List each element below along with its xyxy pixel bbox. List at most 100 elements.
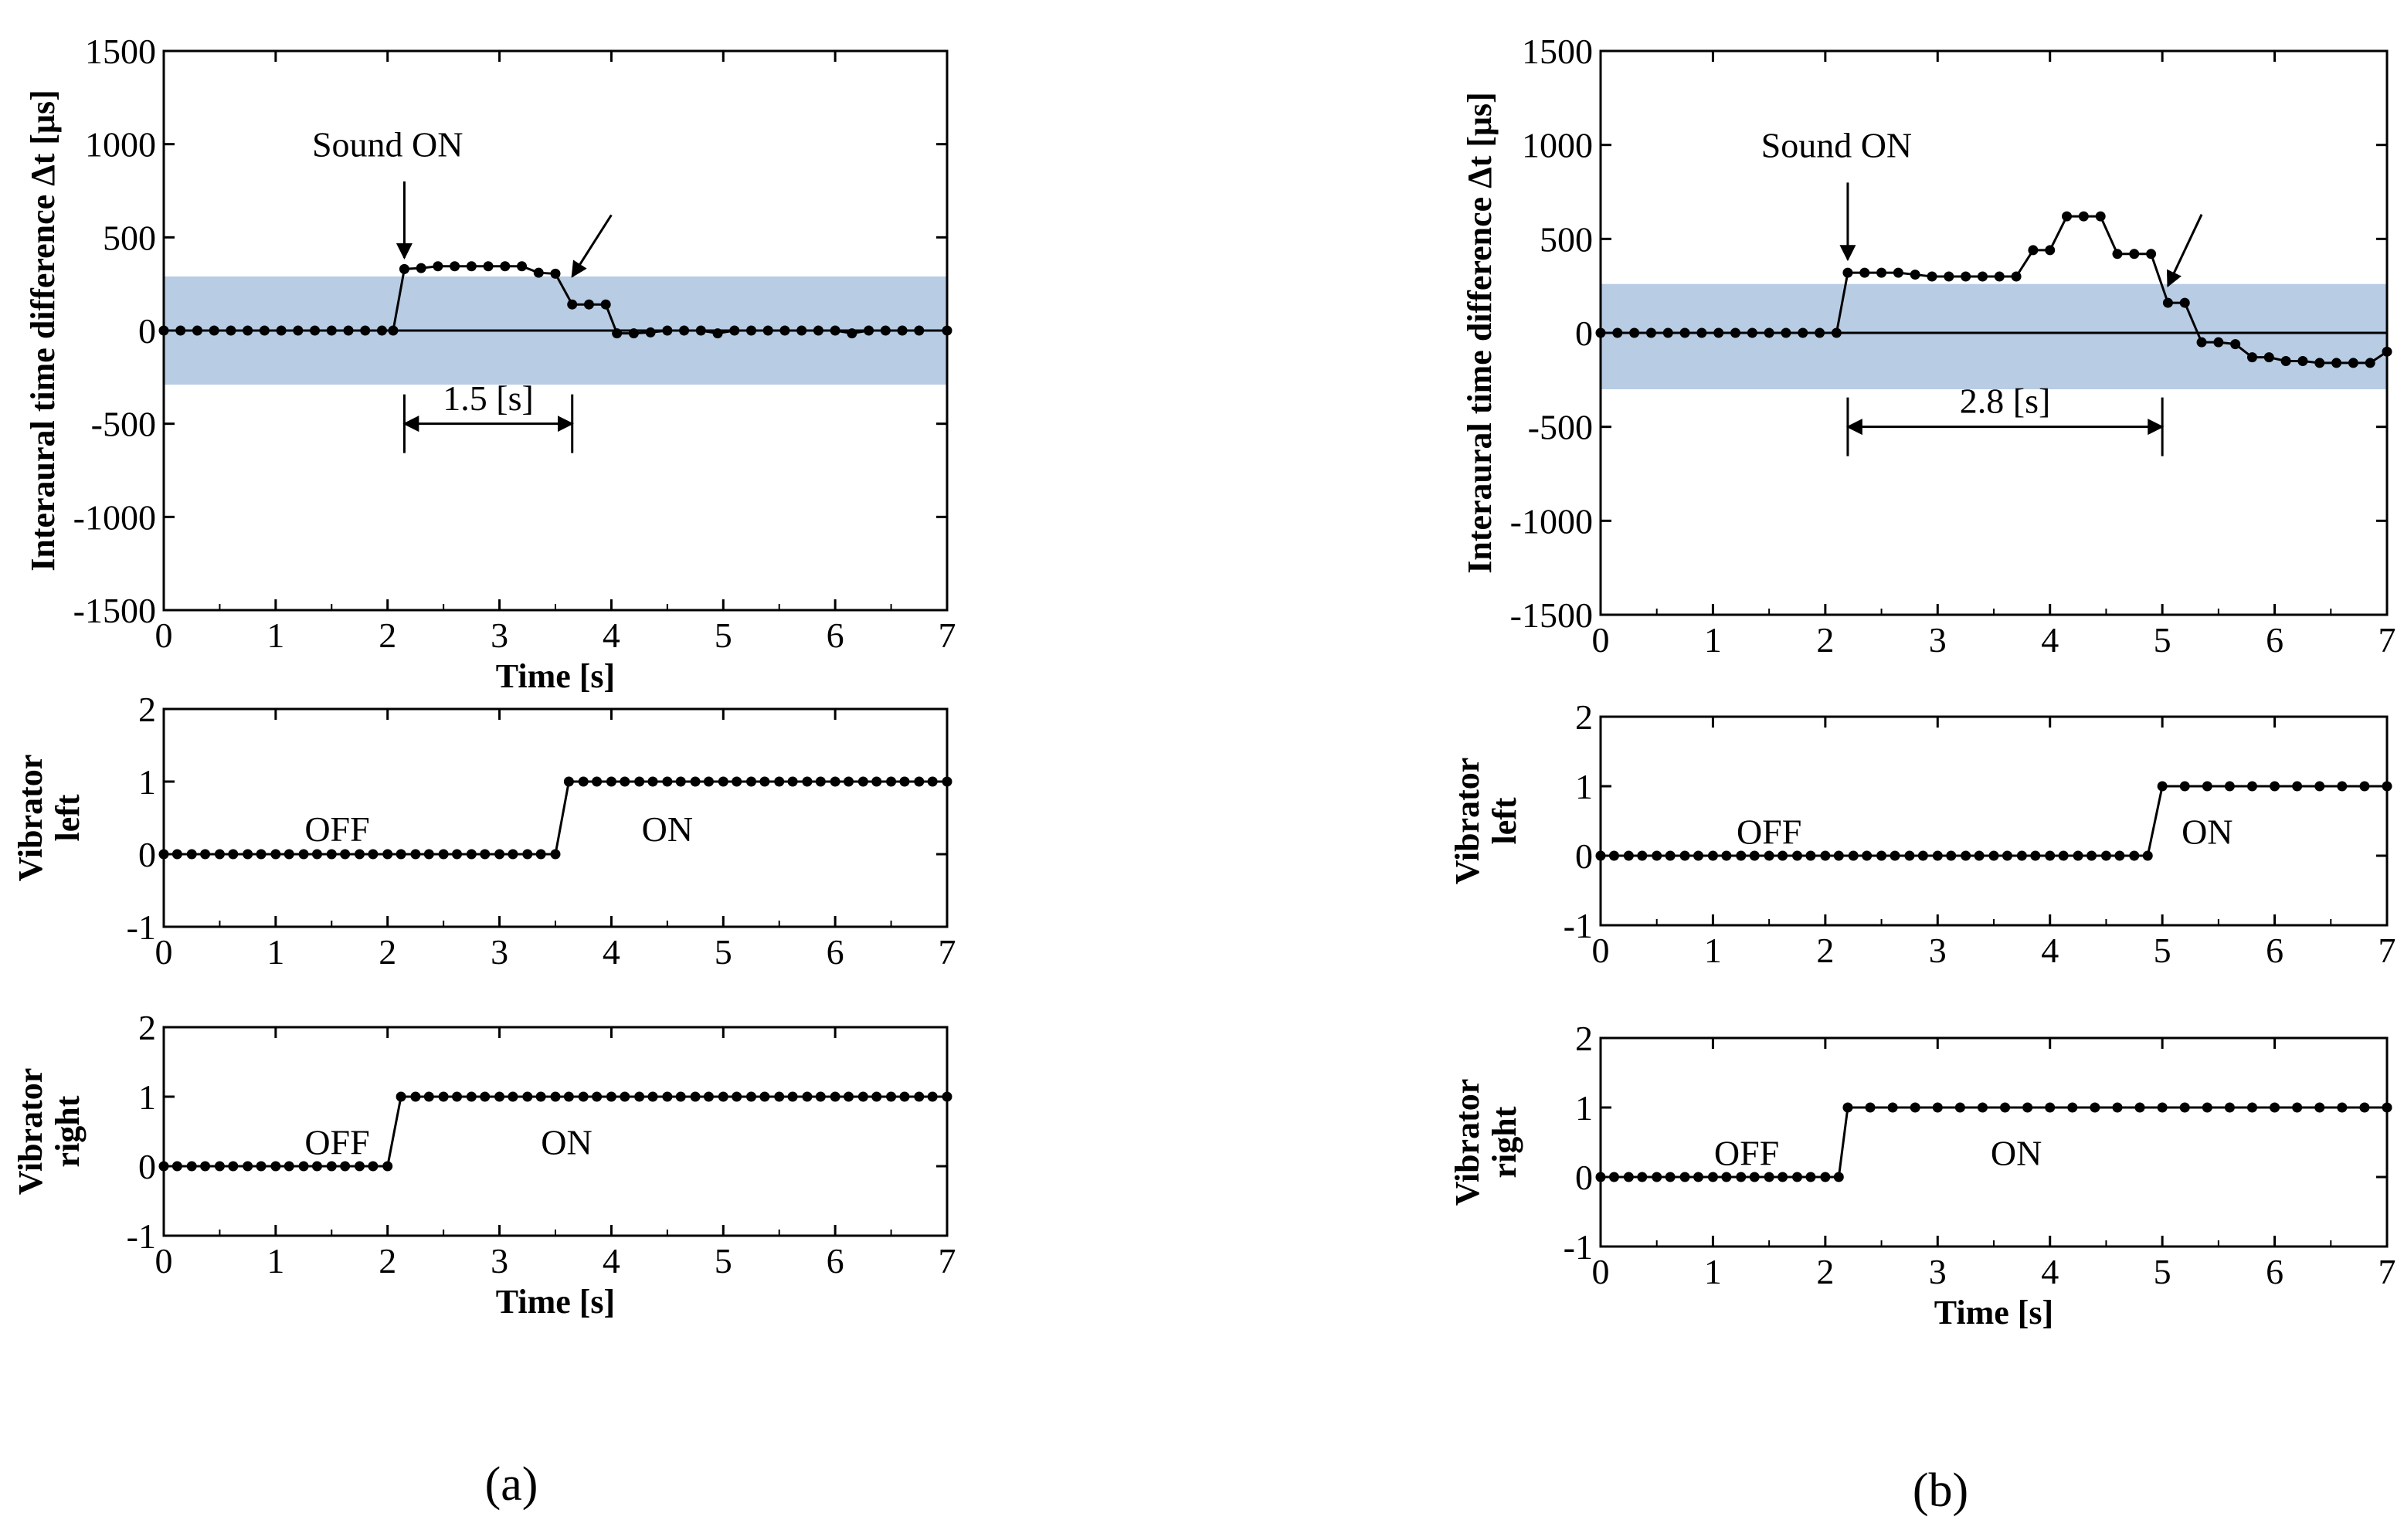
data-point-a-vibrator-right bbox=[535, 1091, 546, 1102]
data-point-b-interaural bbox=[2129, 249, 2140, 259]
data-point-a-vibrator-left bbox=[802, 776, 813, 787]
data-point-b-interaural bbox=[2011, 271, 2022, 282]
x-tick-label-b-interaural: 7 bbox=[2379, 620, 2396, 660]
data-point-a-interaural bbox=[628, 328, 639, 339]
y-tick-label-b-vibrator-left: 2 bbox=[1575, 697, 1593, 737]
data-point-b-vibrator-left bbox=[2314, 781, 2325, 792]
data-point-b-vibrator-left bbox=[1961, 850, 1971, 861]
y-axis-title-a-vibrator-right: Vibratorright bbox=[12, 1068, 87, 1196]
data-point-a-interaural bbox=[897, 325, 908, 336]
data-point-a-vibrator-right bbox=[270, 1161, 281, 1172]
y-tick-label-a-interaural: -500 bbox=[91, 405, 156, 444]
data-point-a-vibrator-right bbox=[423, 1091, 434, 1102]
data-point-b-vibrator-left bbox=[1595, 850, 1606, 861]
x-tick-label-b-vibrator-right: 7 bbox=[2379, 1252, 2396, 1291]
x-tick-label-a-vibrator-left: 7 bbox=[939, 932, 956, 972]
x-tick-label-a-vibrator-right: 4 bbox=[603, 1241, 620, 1281]
data-point-a-vibrator-left bbox=[256, 849, 267, 860]
data-point-b-interaural bbox=[1910, 270, 1920, 280]
data-point-a-interaural bbox=[847, 328, 857, 339]
data-point-a-vibrator-right bbox=[620, 1091, 630, 1102]
data-point-a-vibrator-right bbox=[886, 1091, 897, 1102]
data-point-b-vibrator-left bbox=[1764, 850, 1774, 861]
data-point-a-vibrator-left bbox=[200, 849, 211, 860]
data-point-b-vibrator-right bbox=[2112, 1102, 2123, 1113]
data-point-a-vibrator-left bbox=[578, 776, 589, 787]
data-point-b-vibrator-right bbox=[1652, 1172, 1662, 1182]
data-point-b-interaural bbox=[1977, 271, 1988, 282]
data-point-a-interaural bbox=[343, 325, 354, 336]
y-tick-label-b-interaural: 1000 bbox=[1522, 126, 1593, 165]
data-point-b-vibrator-left bbox=[1652, 850, 1662, 861]
data-point-b-interaural bbox=[2382, 346, 2392, 357]
data-point-a-vibrator-left bbox=[634, 776, 645, 787]
data-point-a-vibrator-right bbox=[634, 1091, 645, 1102]
data-point-a-vibrator-left bbox=[466, 849, 477, 860]
data-point-b-interaural bbox=[2062, 211, 2073, 222]
data-point-a-interaural bbox=[712, 328, 723, 339]
data-point-b-vibrator-left bbox=[1707, 850, 1718, 861]
data-point-a-vibrator-left bbox=[438, 849, 449, 860]
x-tick-label-b-vibrator-right: 0 bbox=[1592, 1252, 1610, 1291]
data-point-b-vibrator-left bbox=[1848, 850, 1859, 861]
data-point-a-vibrator-left bbox=[452, 849, 463, 860]
x-tick-label-b-interaural: 5 bbox=[2154, 620, 2171, 660]
x-tick-label-a-interaural: 1 bbox=[267, 616, 284, 655]
data-point-a-vibrator-right bbox=[774, 1091, 785, 1102]
x-tick-label-a-interaural: 6 bbox=[827, 616, 844, 655]
annotation-b-vibrator-left: OFF bbox=[1737, 812, 1801, 852]
data-point-a-interaural bbox=[583, 299, 594, 310]
data-point-b-vibrator-right bbox=[2202, 1102, 2212, 1113]
data-point-a-vibrator-right bbox=[171, 1161, 182, 1172]
data-point-a-interaural bbox=[645, 327, 656, 338]
y-tick-label-a-interaural: 500 bbox=[103, 218, 156, 257]
data-point-b-vibrator-right bbox=[2292, 1102, 2303, 1113]
data-point-a-vibrator-right bbox=[550, 1091, 561, 1102]
data-point-a-interaural bbox=[376, 325, 387, 336]
data-point-a-vibrator-left bbox=[606, 776, 616, 787]
panel-label-a: (a) bbox=[485, 1458, 538, 1511]
data-point-b-vibrator-right bbox=[2382, 1102, 2392, 1113]
x-tick-label-a-vibrator-left: 6 bbox=[827, 932, 844, 972]
annotation-b-vibrator-right: OFF bbox=[1714, 1134, 1779, 1173]
data-point-b-vibrator-left bbox=[1974, 850, 1985, 861]
data-point-a-interaural bbox=[293, 325, 304, 336]
data-point-b-vibrator-left bbox=[1736, 850, 1747, 861]
y-axis-title-b-vibrator-left: Vibratorleft bbox=[1448, 758, 1523, 885]
series-line-b-vibrator-left bbox=[1601, 785, 2387, 857]
data-point-b-vibrator-left bbox=[1637, 850, 1648, 861]
data-point-a-vibrator-left bbox=[899, 776, 910, 787]
y-axis-title-line-a-vibrator-left: left bbox=[49, 794, 87, 841]
data-point-a-interaural bbox=[746, 325, 756, 336]
data-point-a-vibrator-left bbox=[522, 849, 533, 860]
annotation-b-vibrator-right: ON bbox=[1991, 1134, 2042, 1173]
data-point-a-vibrator-left bbox=[592, 776, 603, 787]
chart-a-interaural: 0 1 2 3 4 5 6 7 -1500 -1000 -500 0 500 1000 1500 Time [… bbox=[24, 32, 956, 695]
data-point-a-vibrator-left bbox=[396, 849, 406, 860]
x-tick-label-b-interaural: 4 bbox=[2041, 620, 2059, 660]
x-tick-label-b-vibrator-right: 6 bbox=[2266, 1252, 2283, 1291]
data-point-a-vibrator-right bbox=[647, 1091, 658, 1102]
data-point-a-vibrator-left bbox=[927, 776, 938, 787]
data-point-a-vibrator-right bbox=[243, 1161, 253, 1172]
data-point-b-vibrator-left bbox=[2045, 850, 2056, 861]
y-tick-label-b-vibrator-right: -1 bbox=[1564, 1227, 1593, 1267]
data-point-a-vibrator-right bbox=[732, 1091, 742, 1102]
data-point-a-vibrator-left bbox=[158, 849, 169, 860]
data-point-a-vibrator-right bbox=[311, 1161, 322, 1172]
data-point-b-interaural bbox=[2365, 358, 2375, 368]
data-point-b-vibrator-right bbox=[1595, 1172, 1606, 1182]
data-point-a-vibrator-right bbox=[466, 1091, 477, 1102]
annotation-a-vibrator-left: OFF bbox=[304, 809, 369, 849]
y-tick-label-a-vibrator-right: 1 bbox=[138, 1077, 156, 1117]
data-point-b-vibrator-right bbox=[2246, 1102, 2257, 1113]
data-point-a-vibrator-right bbox=[815, 1091, 826, 1102]
data-point-a-vibrator-left bbox=[355, 849, 365, 860]
data-point-b-vibrator-right bbox=[1736, 1172, 1747, 1182]
data-point-a-interaural bbox=[779, 325, 790, 336]
x-tick-label-b-vibrator-left: 5 bbox=[2154, 931, 2171, 970]
data-point-b-interaural bbox=[2314, 358, 2325, 368]
data-point-b-vibrator-right bbox=[2000, 1102, 2011, 1113]
data-point-a-interaural bbox=[830, 325, 840, 336]
